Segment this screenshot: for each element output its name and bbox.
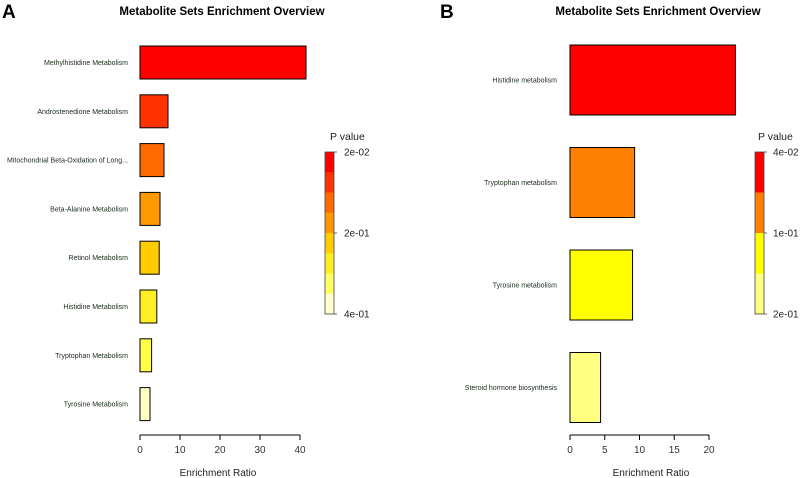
panel-letter: A — [2, 2, 16, 23]
legend-label: 2e-01 — [344, 229, 370, 240]
x-tick-label: 0 — [137, 445, 143, 456]
legend-label: 2e-02 — [344, 148, 370, 159]
x-tick-label: 20 — [214, 445, 226, 456]
legend-swatch — [325, 293, 334, 315]
bar — [569, 44, 736, 116]
category-label: Androstenedione Metabolism — [37, 109, 128, 116]
bar — [139, 289, 158, 324]
bar — [139, 191, 161, 226]
category-label: Mitochondrial Beta-Oxidation of Long... — [7, 158, 128, 165]
legend-swatch — [755, 152, 764, 193]
bar — [569, 249, 634, 321]
x-tick-label: 10 — [634, 445, 646, 456]
category-label: Steroid hormone biosynthesis — [465, 385, 558, 392]
bar — [139, 387, 151, 422]
x-tick-label: 30 — [254, 445, 266, 456]
x-axis-title: Enrichment Ratio — [180, 468, 257, 478]
x-tick-label: 15 — [669, 445, 681, 456]
x-axis-title: Enrichment Ratio — [613, 468, 690, 478]
legend-swatch — [755, 273, 764, 315]
panel-A: A Metabolite Sets Enrichment Overview Meth… — [2, 2, 370, 478]
category-label: Tyrosine metabolism — [493, 283, 557, 290]
legend-swatch — [325, 273, 334, 295]
bar — [139, 143, 165, 178]
legend-label: 4e-02 — [773, 148, 799, 159]
panel-letter: B — [440, 2, 454, 23]
chart-title: Metabolite Sets Enrichment Overview — [555, 6, 760, 18]
legend-label: 2e-01 — [773, 310, 799, 321]
bar — [139, 338, 153, 373]
bar — [139, 45, 307, 80]
category-label: Tryptophan metabolism — [484, 180, 557, 187]
bar — [569, 352, 602, 423]
legend-label: 4e-01 — [344, 310, 370, 321]
legend-label: 1e-01 — [773, 229, 799, 240]
x-tick-label: 40 — [294, 445, 306, 456]
x-tick-label: 0 — [567, 445, 573, 456]
legend-swatch — [325, 233, 334, 254]
x-tick-label: 20 — [703, 445, 715, 456]
chart-title: Metabolite Sets Enrichment Overview — [119, 6, 324, 18]
legend-swatch — [755, 233, 764, 274]
category-label: Retinol Metabolism — [68, 255, 128, 262]
legend-swatch — [325, 152, 334, 173]
panel-B: B Metabolite Sets Enrichment Overview Hist… — [440, 2, 799, 478]
legend-swatch — [325, 253, 334, 274]
legend-swatch — [325, 192, 334, 214]
x-tick-label: 10 — [174, 445, 186, 456]
bar — [139, 94, 169, 129]
legend-swatch — [755, 192, 764, 234]
category-label: Beta-Alanine Metabolism — [50, 206, 128, 213]
category-label: Histidine Metabolism — [63, 304, 128, 311]
category-label: Tyrosine Metabolism — [64, 402, 128, 409]
bar — [139, 240, 160, 275]
bar — [569, 147, 636, 218]
legend-swatch — [325, 172, 334, 193]
legend-title: P value — [758, 131, 793, 143]
category-label: Methylhistidine Metabolism — [44, 60, 128, 67]
category-label: Histidine metabolism — [492, 78, 557, 85]
legend-swatch — [325, 212, 334, 234]
x-tick-label: 5 — [602, 445, 608, 456]
legend-title: P value — [330, 131, 365, 143]
category-label: Tryptophan Metabolism — [55, 353, 128, 360]
